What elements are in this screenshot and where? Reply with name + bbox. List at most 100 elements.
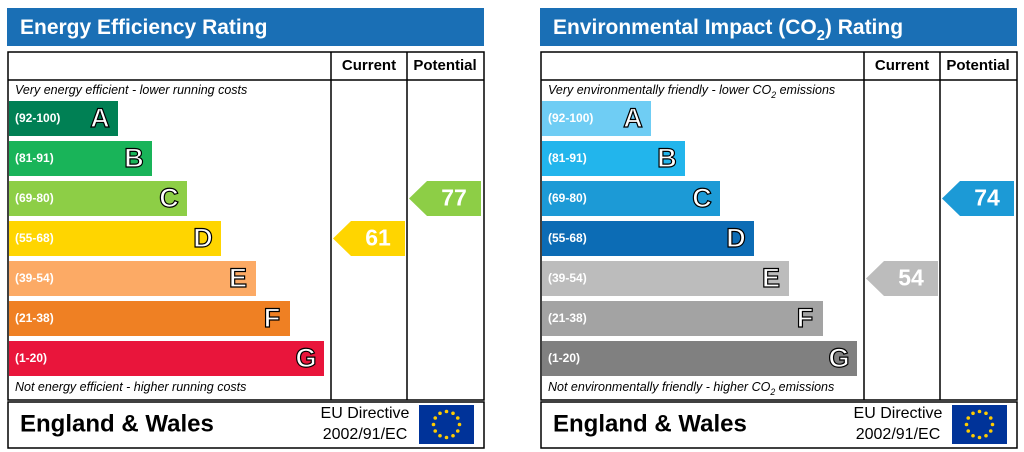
rating-band xyxy=(542,141,685,176)
band-range: (39-54) xyxy=(548,271,587,285)
directive: EU Directive xyxy=(321,405,410,422)
flag-star xyxy=(977,435,982,440)
band-letter: G xyxy=(828,343,849,373)
rating-band xyxy=(9,301,290,336)
text-part: ) Rating xyxy=(825,16,903,39)
flag-star xyxy=(444,435,449,440)
flag-star xyxy=(444,409,449,414)
flag-star xyxy=(966,429,971,433)
flag-star xyxy=(457,422,462,427)
flag-star xyxy=(988,416,993,420)
bottom-note: Not environmentally friendly - higher CO… xyxy=(548,380,834,397)
flag-star xyxy=(451,411,455,416)
flag-star xyxy=(455,429,460,433)
region: England & Wales xyxy=(20,410,214,437)
footer-frame xyxy=(540,401,1018,449)
flag-star xyxy=(433,429,438,433)
text-part: emissions xyxy=(776,83,835,97)
region: England & Wales xyxy=(553,410,747,437)
flag-star xyxy=(438,433,442,438)
flag-star xyxy=(984,411,988,416)
rating-band xyxy=(542,261,789,296)
table-frame xyxy=(7,51,485,401)
flag-star xyxy=(971,433,975,438)
band-range: (55-68) xyxy=(15,231,54,245)
flag-star xyxy=(966,416,971,420)
rating-value: 74 xyxy=(974,185,1000,211)
rating-band xyxy=(542,341,857,376)
table-frame xyxy=(540,51,1018,401)
top-note: Very environmentally friendly - lower CO… xyxy=(548,83,835,100)
text-part: emissions xyxy=(775,380,834,394)
text-part: Very energy efficient - lower running co… xyxy=(15,83,247,97)
band-range: (1-20) xyxy=(548,351,580,365)
bottom-note: Not energy efficient - higher running co… xyxy=(15,380,246,394)
band-letter: C xyxy=(692,183,712,213)
band-range: (39-54) xyxy=(15,271,54,285)
panel-title: Energy Efficiency Rating xyxy=(20,16,267,39)
rating-arrow xyxy=(409,181,481,216)
directive: 2002/91/EC xyxy=(323,426,408,443)
flag-star xyxy=(984,433,988,438)
band-range: (69-80) xyxy=(548,191,587,205)
text-part: Energy Efficiency Rating xyxy=(20,16,267,39)
flag-star xyxy=(431,422,436,427)
subscript: 2 xyxy=(769,387,775,397)
footer-frame xyxy=(7,401,485,449)
band-letter: D xyxy=(193,223,213,253)
band-letter: F xyxy=(264,303,281,333)
rating-value: 77 xyxy=(441,185,467,211)
rating-band xyxy=(9,341,324,376)
flag-star xyxy=(451,433,455,438)
directive: EU Directive xyxy=(854,405,943,422)
rating-band xyxy=(9,261,256,296)
directive: 2002/91/EC xyxy=(856,426,941,443)
top-note: Very energy efficient - lower running co… xyxy=(15,83,247,97)
text-part: Not environmentally friendly - higher CO xyxy=(548,380,771,394)
band-letter: E xyxy=(762,263,780,293)
column-header: Potential xyxy=(946,57,1009,74)
rating-arrow xyxy=(866,261,938,296)
flag-star xyxy=(990,422,995,427)
band-letter: B xyxy=(124,143,144,173)
flag-star xyxy=(455,416,460,420)
rating-band xyxy=(9,221,221,256)
rating-value: 61 xyxy=(365,225,391,251)
rating-band xyxy=(9,101,118,136)
subscript: 2 xyxy=(770,90,776,100)
rating-band xyxy=(9,141,152,176)
rating-panel: Energy Efficiency Rating Current Potential… xyxy=(7,8,485,449)
rating-arrow xyxy=(942,181,1014,216)
rating-band xyxy=(542,301,823,336)
title-bar xyxy=(540,8,1017,46)
column-header: Potential xyxy=(413,57,476,74)
text-part: Not energy efficient - higher running co… xyxy=(15,380,246,394)
band-letter: G xyxy=(295,343,316,373)
band-range: (81-91) xyxy=(15,151,54,165)
band-range: (81-91) xyxy=(548,151,587,165)
column-header: Current xyxy=(342,57,396,74)
band-letter: A xyxy=(623,103,643,133)
flag-star xyxy=(971,411,975,416)
flag-star xyxy=(977,409,982,414)
title-bar xyxy=(7,8,484,46)
band-range: (21-38) xyxy=(548,311,587,325)
panel-title: Environmental Impact (CO2) Rating xyxy=(553,16,903,44)
text-part: Environmental Impact (CO xyxy=(553,16,817,39)
flag-star xyxy=(438,411,442,416)
rating-band xyxy=(542,181,720,216)
band-range: (92-100) xyxy=(15,111,60,125)
rating-band xyxy=(9,181,187,216)
band-letter: F xyxy=(797,303,814,333)
band-range: (55-68) xyxy=(548,231,587,245)
flag-star xyxy=(964,422,969,427)
band-letter: D xyxy=(726,223,746,253)
band-range: (21-38) xyxy=(15,311,54,325)
column-header: Current xyxy=(875,57,929,74)
band-letter: B xyxy=(657,143,677,173)
rating-band xyxy=(542,221,754,256)
band-range: (92-100) xyxy=(548,111,593,125)
rating-band xyxy=(542,101,651,136)
rating-panel: Environmental Impact (CO2) RatingCurrent… xyxy=(540,8,1018,449)
rating-arrow xyxy=(333,221,405,256)
